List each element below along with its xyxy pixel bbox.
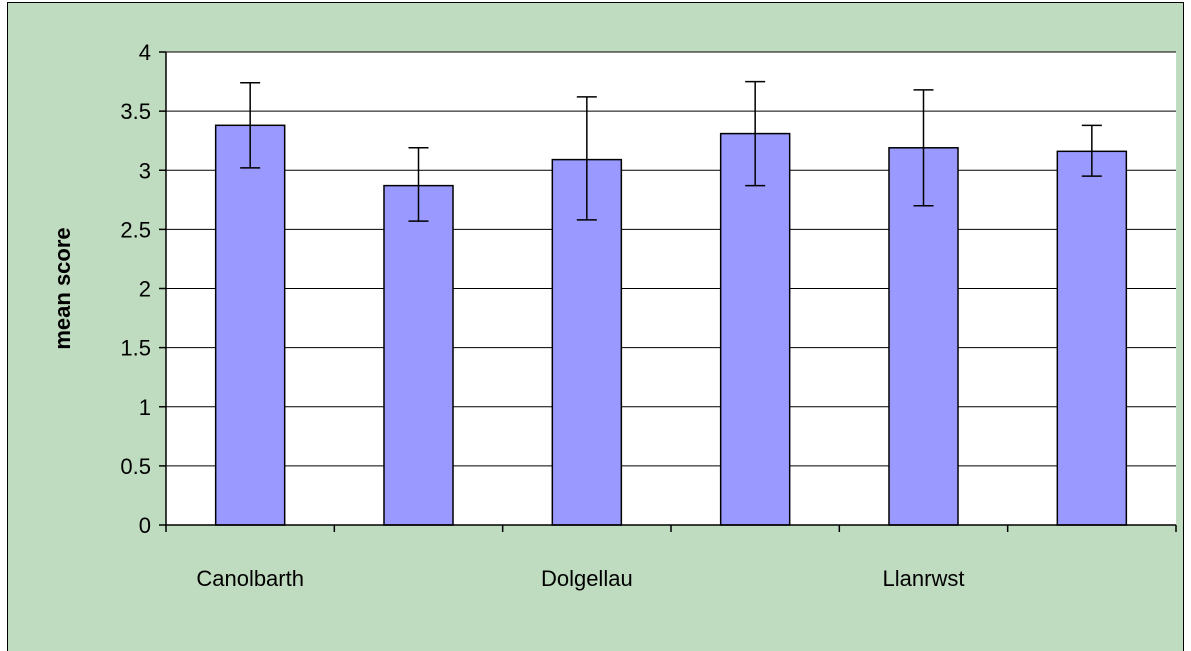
x-tick-label: Dolgellau [541,566,633,591]
y-tick-label: 4 [139,40,151,65]
y-axis-title: mean score [50,227,75,349]
bar [888,147,959,526]
x-tick-label: Canolbarth [196,566,304,591]
bar [551,158,623,526]
y-tick-label: 3 [139,158,151,183]
y-tick-label: 0 [139,513,151,538]
x-tick-label: Llanrwst [883,566,965,591]
y-tick-label: 2.5 [120,217,151,242]
y-tick-label: 2 [139,277,151,302]
y-tick-label: 0.5 [120,454,151,479]
bar [383,184,454,526]
bar [1056,150,1128,526]
y-tick-label: 1 [139,395,151,420]
bar [214,124,286,526]
y-tick-label: 3.5 [120,99,151,124]
y-tick-label: 1.5 [120,336,151,361]
bar [719,132,791,526]
